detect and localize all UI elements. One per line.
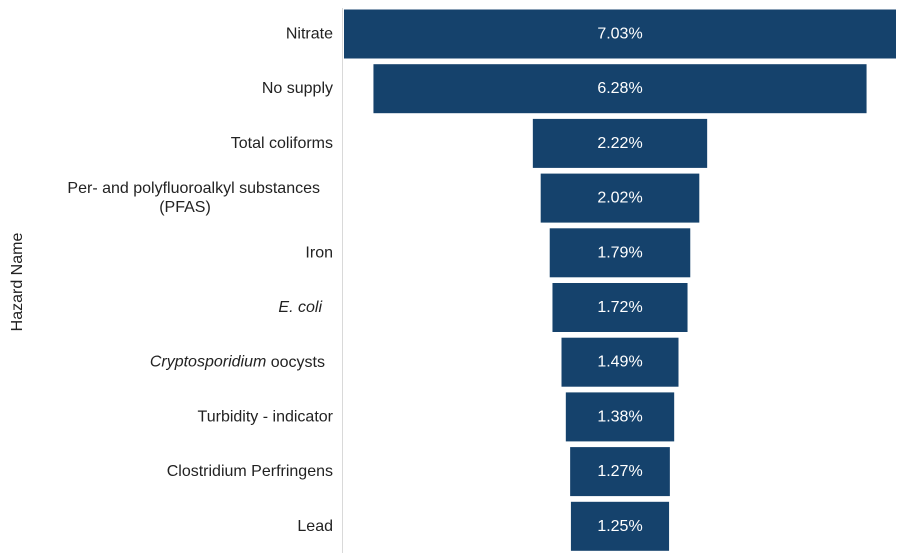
funnel-bar	[540, 173, 700, 223]
funnel-bar	[532, 118, 708, 168]
data-label: 1.79%	[597, 244, 642, 261]
data-label: 2.22%	[597, 135, 642, 152]
data-label: 7.03%	[597, 26, 642, 43]
data-label: 1.49%	[597, 354, 642, 371]
data-label: 6.28%	[597, 80, 642, 97]
category-label: Cryptosporidium oocysts	[150, 354, 325, 371]
funnel-bar	[570, 447, 670, 497]
funnel-bar	[570, 501, 670, 551]
category-label: No supply	[262, 80, 333, 97]
category-label-group: Nitrate No supply Total coliforms Per- and …	[67, 26, 333, 535]
funnel-bar	[561, 337, 679, 387]
funnel-bar	[549, 228, 691, 278]
data-label: 1.27%	[597, 463, 642, 480]
category-label: Lead	[297, 518, 333, 535]
y-axis-title: Hazard Name	[9, 233, 26, 332]
funnel-bar	[373, 64, 867, 114]
category-label: Clostridium Perfringens	[167, 463, 333, 480]
funnel-bar	[552, 283, 688, 332]
data-label: 1.25%	[597, 518, 642, 535]
category-label: Turbidity - indicator	[198, 408, 334, 425]
category-label: (PFAS)	[159, 199, 211, 216]
category-label: Total coliforms	[231, 135, 333, 152]
data-label: 2.02%	[597, 190, 642, 207]
funnel-bar	[344, 9, 896, 59]
category-label: Iron	[305, 244, 333, 261]
data-label: 1.38%	[597, 408, 642, 425]
category-label: Per- and polyfluoroalkyl substances	[67, 180, 320, 197]
category-label: Nitrate	[286, 26, 333, 43]
data-label: 1.72%	[597, 299, 642, 316]
category-label: E. coli	[278, 299, 322, 316]
bar-group: 7.03% 6.28% 2.22% 2.02% 1.79% 1.72% 1.49% 1.38%…	[344, 9, 896, 551]
funnel-bar	[565, 392, 675, 442]
category-label-suffix: oocysts	[266, 354, 325, 371]
